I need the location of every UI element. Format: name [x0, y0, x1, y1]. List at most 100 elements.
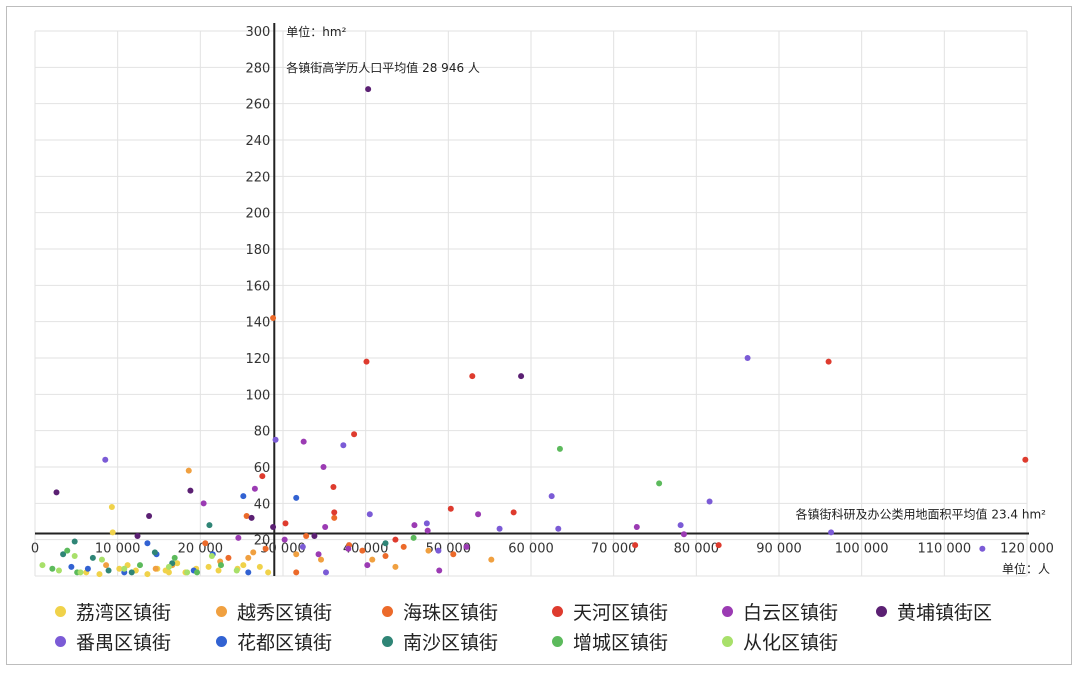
data-points [39, 86, 1029, 578]
legend-dot [55, 635, 66, 647]
x-tick-label: 10 000 [95, 541, 141, 556]
annotations: 单位：hm² 单位：人 各镇街高学历人口平均值 28 946 人 各镇街科研及办… [286, 24, 1050, 576]
data-point [423, 520, 430, 527]
y-tick-label: 260 [245, 98, 270, 113]
legend-item: 花都区镇街 [216, 628, 382, 655]
legend-dot [876, 605, 887, 617]
data-point [633, 523, 640, 530]
data-point [331, 509, 338, 516]
data-point [293, 551, 300, 558]
data-point [84, 565, 91, 572]
data-point [245, 554, 252, 561]
data-point [411, 522, 418, 529]
data-point [518, 373, 525, 380]
data-point [345, 545, 352, 552]
legend-item: 黄埔镇街区 [876, 598, 1046, 625]
x-tick-label: 20 000 [178, 541, 224, 556]
data-point [259, 473, 266, 480]
data-point [299, 543, 306, 550]
data-point [450, 551, 457, 558]
data-point [351, 431, 358, 438]
data-point [215, 567, 222, 574]
data-point [71, 553, 78, 560]
legend-dot [552, 635, 563, 647]
chart-frame [6, 6, 1072, 665]
y-tick-label: 160 [245, 279, 270, 294]
data-point [71, 538, 78, 545]
data-point [424, 527, 431, 534]
data-point [202, 540, 209, 547]
data-point [240, 493, 247, 500]
data-point [706, 498, 713, 505]
x-unit-label: 单位：人 [1002, 561, 1050, 576]
data-point [60, 551, 67, 558]
data-point [331, 514, 338, 521]
data-point [171, 554, 178, 561]
y-mean-label: 各镇街科研及办公类用地面积平均值 23.4 hm² [796, 506, 1047, 521]
data-point [89, 554, 96, 561]
data-point [435, 547, 442, 554]
data-point [136, 562, 143, 569]
data-point [556, 445, 563, 452]
data-point [144, 571, 151, 578]
data-point [270, 315, 277, 322]
legend-item: 荔湾区镇街 [55, 598, 216, 625]
data-point [382, 553, 389, 560]
data-point [77, 569, 84, 576]
data-point [656, 480, 663, 487]
data-point [382, 540, 389, 547]
data-point [235, 534, 242, 541]
data-point [364, 562, 371, 569]
x-tick-label: 120 000 [1000, 541, 1054, 556]
data-point [363, 358, 370, 365]
data-point [208, 553, 215, 560]
legend-label: 白云区镇街 [743, 601, 839, 624]
y-tick-label: 240 [245, 134, 270, 149]
data-point [121, 565, 128, 572]
data-point [128, 569, 135, 576]
data-point [187, 487, 194, 494]
data-point [340, 442, 347, 449]
data-point [315, 551, 322, 558]
x-tick-label: 80 000 [674, 541, 720, 556]
x-tick-label: 110 000 [917, 541, 971, 556]
data-point [109, 529, 116, 536]
legend-dot [216, 635, 227, 647]
data-point [392, 536, 399, 543]
data-point [256, 563, 263, 570]
data-point [205, 563, 212, 570]
legend-dot [382, 635, 393, 647]
data-point [98, 556, 105, 563]
data-point [225, 554, 232, 561]
data-point [105, 567, 112, 574]
legend-label: 海珠区镇街 [403, 601, 499, 624]
legend-item: 越秀区镇街 [216, 598, 382, 625]
data-point [300, 438, 307, 445]
data-point [248, 514, 255, 521]
data-point [828, 529, 835, 536]
data-point [272, 436, 279, 443]
data-point [68, 563, 75, 570]
legend-item: 海珠区镇街 [382, 598, 552, 625]
data-point [240, 562, 247, 569]
x-tick-label: 50 000 [426, 541, 472, 556]
data-point [265, 569, 272, 576]
legend-item: 增城区镇街 [552, 628, 722, 655]
data-point [496, 525, 503, 532]
legend-label: 番禺区镇街 [76, 631, 172, 654]
data-point [116, 565, 123, 572]
y-tick-label: 40 [254, 497, 271, 512]
data-point [262, 545, 269, 552]
legend-label: 增城区镇街 [573, 631, 669, 654]
y-tick-label: 120 [245, 352, 270, 367]
legend-row: 番禺区镇街 花都区镇街 南沙区镇街 增城区镇街 从化区镇街 [55, 626, 1055, 656]
data-point [251, 485, 258, 492]
y-tick-label: 100 [245, 388, 270, 403]
data-point [555, 525, 562, 532]
data-point [469, 373, 476, 380]
legend-dot [216, 605, 227, 617]
data-point [365, 86, 372, 93]
x-mean-label: 各镇街高学历人口平均值 28 946 人 [286, 60, 480, 75]
data-point [55, 567, 62, 574]
